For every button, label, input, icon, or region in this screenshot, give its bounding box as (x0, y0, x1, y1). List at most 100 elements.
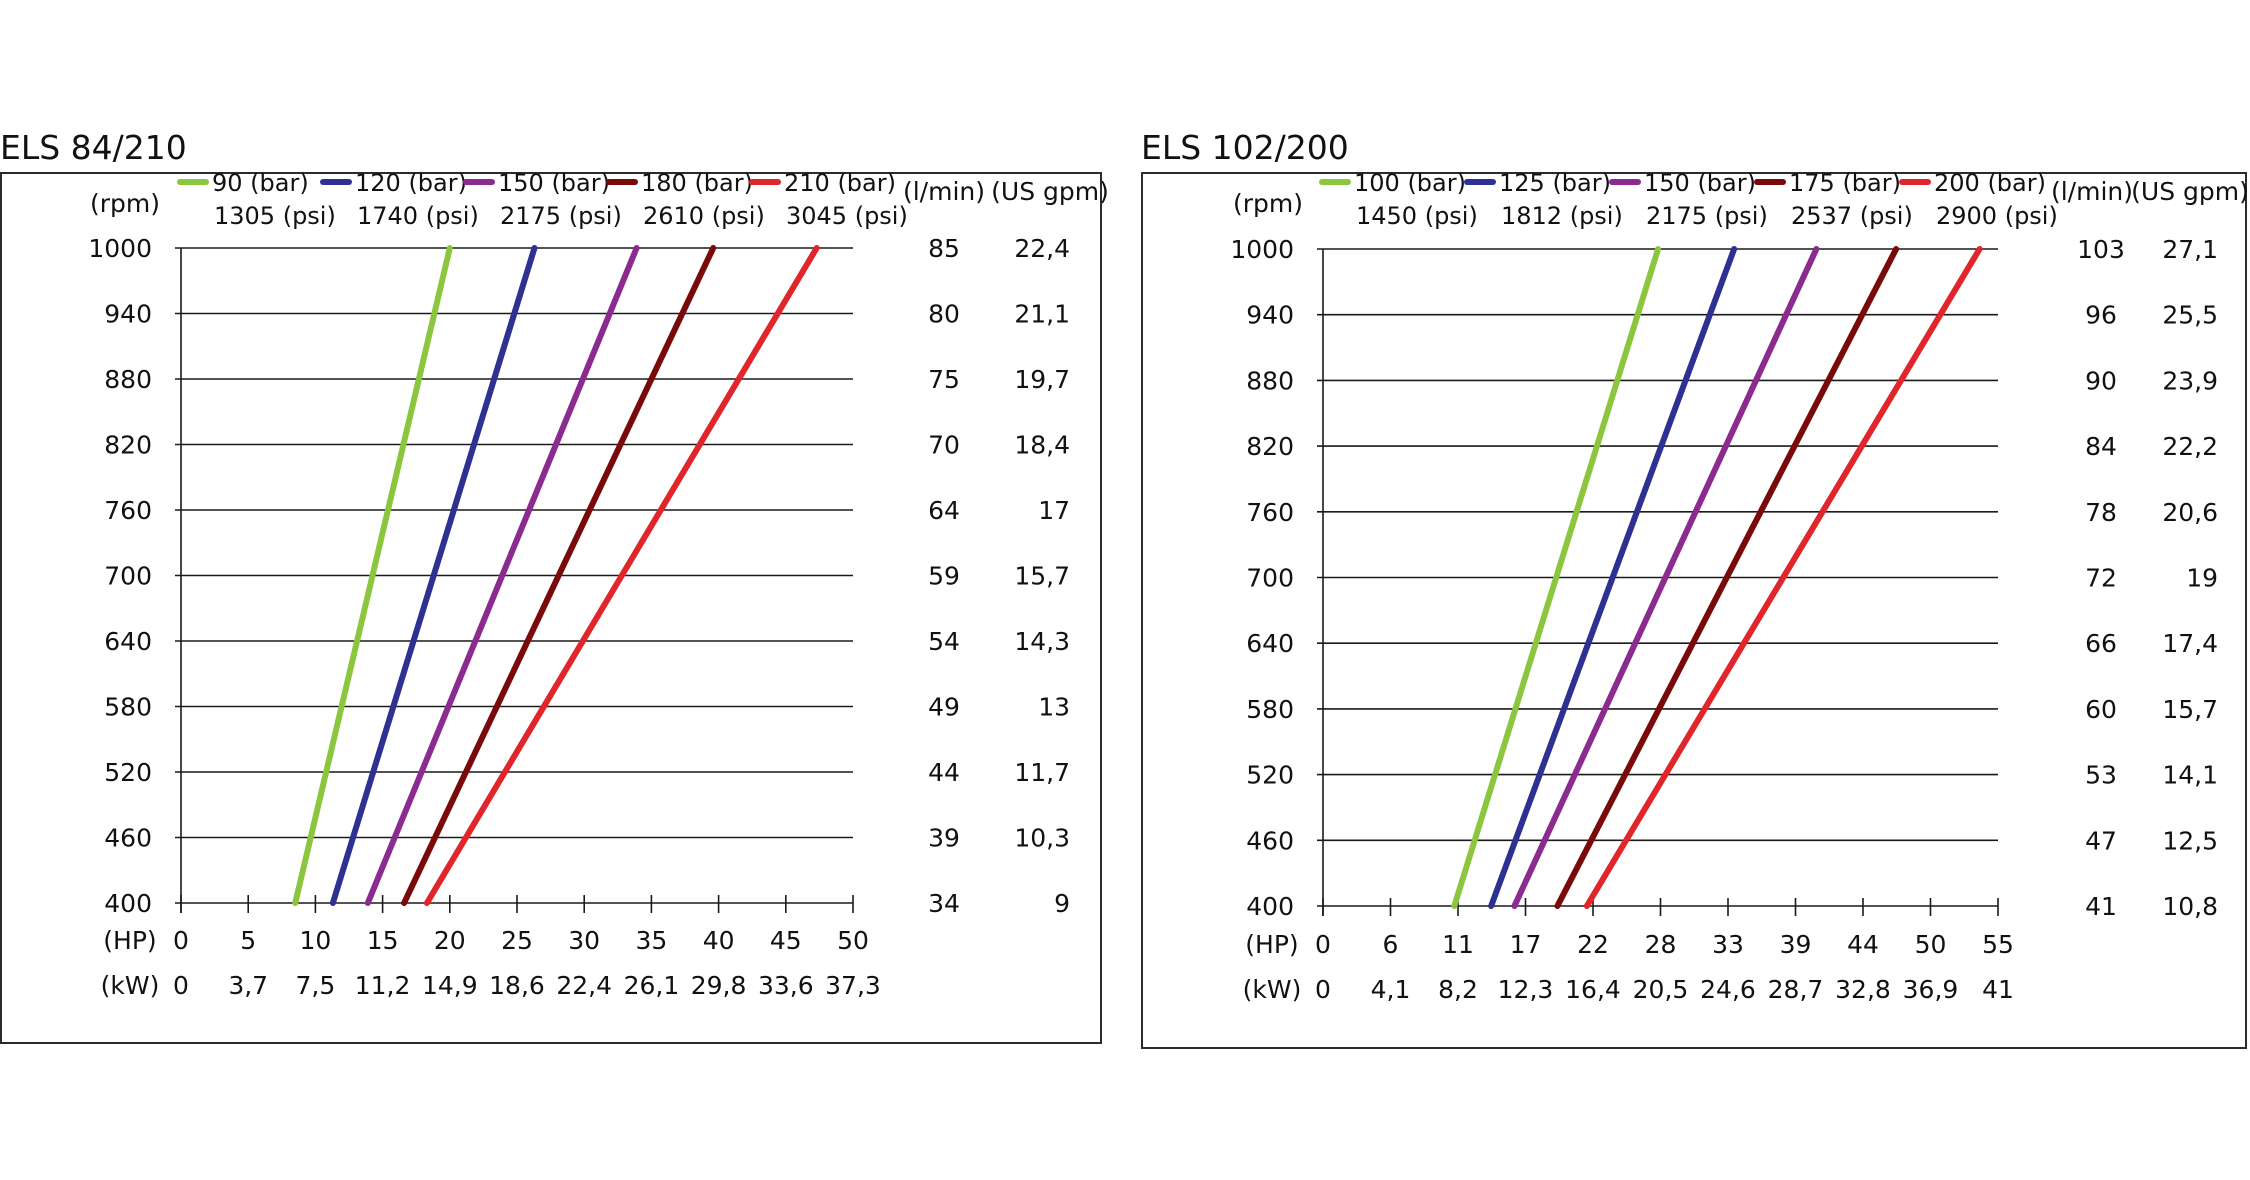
gpm-value: 22,4 (1014, 234, 1070, 263)
hp-tick-label: 30 (568, 926, 600, 955)
series-line (1488, 246, 1738, 909)
y-tick-label: 940 (104, 300, 152, 329)
gpm-unit-label: (US gpm) (2131, 177, 2249, 206)
gpm-value: 10,3 (1014, 824, 1070, 853)
y-tick-label: 1000 (88, 234, 152, 263)
kw-tick-label: 8,2 (1438, 975, 1478, 1004)
rpm-unit-label: (rpm) (1233, 189, 1303, 218)
y-tick-label: 880 (104, 365, 152, 394)
flow-value: 53 (2085, 761, 2117, 790)
flow-value: 64 (928, 496, 960, 525)
flow-value: 49 (928, 693, 960, 722)
y-tick-label: 700 (1246, 564, 1294, 593)
kw-tick-label: 16,4 (1565, 975, 1621, 1004)
flow-value: 80 (928, 300, 960, 329)
gpm-value: 14,3 (1014, 627, 1070, 656)
gpm-value: 19,7 (1014, 365, 1070, 394)
flow-unit-label: (l/min) (903, 177, 985, 206)
flow-value: 96 (2085, 301, 2117, 330)
flow-value: 44 (928, 758, 960, 787)
hp-tick-label: 35 (635, 926, 667, 955)
kw-tick-label: 33,6 (758, 971, 814, 1000)
y-tick-label: 640 (104, 627, 152, 656)
legend-bar-label: 100 (bar) (1354, 169, 1466, 197)
series-line (401, 245, 717, 906)
series-line (1583, 246, 1983, 909)
gpm-value: 25,5 (2162, 301, 2218, 330)
legend-psi-label: 2175 (psi) (500, 202, 622, 230)
series-line (1554, 246, 1900, 909)
kw-tick-label: 24,6 (1700, 975, 1756, 1004)
kw-tick-label: 22,4 (556, 971, 612, 1000)
gpm-value: 15,7 (1014, 562, 1070, 591)
flow-value: 85 (928, 234, 960, 263)
series-line (329, 245, 538, 906)
gpm-value: 11,7 (1014, 758, 1070, 787)
legend-psi-label: 1450 (psi) (1356, 202, 1478, 230)
kw-tick-label: 4,1 (1371, 975, 1411, 1004)
kw-tick-label: 26,1 (624, 971, 680, 1000)
kw-tick-label: 14,9 (422, 971, 478, 1000)
gpm-value: 22,2 (2162, 432, 2218, 461)
flow-value: 75 (928, 365, 960, 394)
hp-tick-label: 11 (1442, 930, 1474, 959)
legend-psi-label: 2175 (psi) (1646, 202, 1768, 230)
gpm-value: 17 (1038, 496, 1070, 525)
hp-tick-label: 15 (367, 926, 399, 955)
legend-psi-label: 1740 (psi) (357, 202, 479, 230)
kw-tick-label: 36,9 (1903, 975, 1959, 1004)
hp-tick-label: 44 (1847, 930, 1879, 959)
kw-tick-label: 29,8 (691, 971, 747, 1000)
legend-bar-label: 125 (bar) (1499, 169, 1611, 197)
hp-tick-label: 22 (1577, 930, 1609, 959)
legend-bar-label: 210 (bar) (784, 169, 896, 197)
flow-value: 60 (2085, 695, 2117, 724)
y-tick-label: 820 (104, 431, 152, 460)
chart-frame-1 (0, 172, 1102, 1044)
gpm-value: 14,1 (2162, 761, 2218, 790)
flow-value: 66 (2085, 629, 2117, 658)
gpm-value: 27,1 (2162, 235, 2218, 264)
hp-tick-label: 50 (837, 926, 869, 955)
flow-value: 41 (2085, 892, 2117, 921)
y-tick-label: 700 (104, 562, 152, 591)
legend-bar-label: 180 (bar) (641, 169, 753, 197)
hp-tick-label: 40 (703, 926, 735, 955)
gpm-value: 23,9 (2162, 366, 2218, 395)
flow-value: 39 (928, 824, 960, 853)
gpm-value: 13 (1038, 693, 1070, 722)
kw-tick-label: 7,5 (296, 971, 336, 1000)
kw-tick-label: 3,7 (228, 971, 268, 1000)
hp-tick-label: 28 (1645, 930, 1677, 959)
hp-unit-label: (HP) (1245, 930, 1298, 959)
hp-tick-label: 25 (501, 926, 533, 955)
hp-tick-label: 50 (1915, 930, 1947, 959)
legend-psi-label: 1812 (psi) (1501, 202, 1623, 230)
series-line (1511, 246, 1820, 909)
flow-value: 78 (2085, 498, 2117, 527)
y-tick-label: 460 (104, 824, 152, 853)
hp-tick-label: 10 (299, 926, 331, 955)
kw-tick-label: 0 (1315, 975, 1331, 1004)
legend-bar-label: 200 (bar) (1934, 169, 2046, 197)
kw-tick-label: 20,5 (1633, 975, 1689, 1004)
y-tick-label: 1000 (1230, 235, 1294, 264)
kw-tick-label: 12,3 (1498, 975, 1554, 1004)
kw-tick-label: 0 (173, 971, 189, 1000)
y-tick-label: 580 (1246, 695, 1294, 724)
gpm-value: 20,6 (2162, 498, 2218, 527)
y-tick-label: 640 (1246, 629, 1294, 658)
flow-value: 70 (928, 431, 960, 460)
flow-value: 59 (928, 562, 960, 591)
y-tick-label: 880 (1246, 366, 1294, 395)
y-tick-label: 520 (1246, 761, 1294, 790)
y-tick-label: 580 (104, 693, 152, 722)
hp-tick-label: 20 (434, 926, 466, 955)
y-tick-label: 460 (1246, 826, 1294, 855)
hp-unit-label: (HP) (103, 926, 156, 955)
gpm-value: 18,4 (1014, 431, 1070, 460)
kw-tick-label: 11,2 (355, 971, 411, 1000)
rpm-unit-label: (rpm) (90, 189, 160, 218)
hp-tick-label: 0 (173, 926, 189, 955)
